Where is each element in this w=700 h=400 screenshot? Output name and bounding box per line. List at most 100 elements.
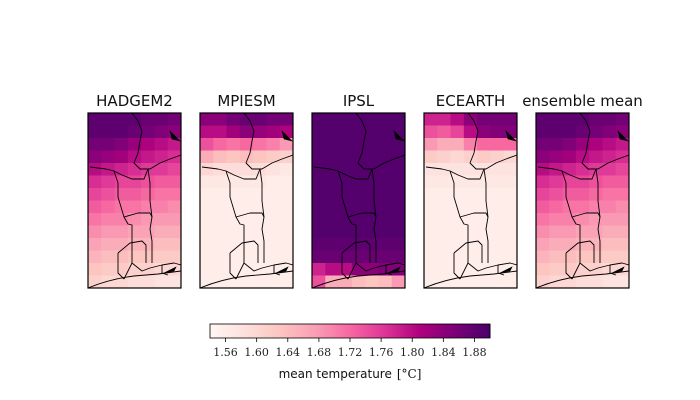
heatmap-cell — [115, 176, 129, 189]
heatmap-cell — [88, 213, 102, 226]
heatmap-cell — [365, 226, 379, 239]
heatmap-cell — [424, 113, 438, 126]
heatmap-cell — [589, 138, 603, 151]
heatmap-cell — [378, 138, 392, 151]
heatmap-cell — [563, 213, 577, 226]
heatmap-cell — [200, 263, 214, 276]
heatmap-cell — [424, 188, 438, 201]
heatmap-cell — [352, 201, 366, 214]
heatmap-cell — [490, 151, 504, 164]
heatmap-cell — [213, 188, 227, 201]
panel-title: ECEARTH — [436, 92, 505, 110]
heatmap-cell — [616, 188, 630, 201]
heatmap-cell — [424, 276, 438, 289]
heatmap-cell — [352, 176, 366, 189]
heatmap-cell — [213, 251, 227, 264]
heatmap-cell — [424, 263, 438, 276]
heatmap-cell — [451, 113, 465, 126]
heatmap-cell — [128, 163, 142, 176]
heatmap-cell — [88, 201, 102, 214]
heatmap-cell — [392, 238, 406, 251]
heatmap-cell — [88, 176, 102, 189]
heatmap-cell — [240, 126, 254, 139]
heatmap-cell — [168, 213, 182, 226]
heatmap-cell — [141, 238, 155, 251]
heatmap-cell — [128, 226, 142, 239]
heatmap-cell — [240, 276, 254, 289]
heatmap-cell — [437, 251, 451, 264]
heatmap-cell — [227, 113, 241, 126]
heatmap-cell — [616, 176, 630, 189]
heatmap-cell — [312, 126, 326, 139]
heatmap-cell — [549, 151, 563, 164]
heatmap-cell — [589, 226, 603, 239]
heatmap-cell — [536, 201, 550, 214]
heatmap-cell — [240, 176, 254, 189]
heatmap-cell — [227, 238, 241, 251]
heatmap-cell — [451, 201, 465, 214]
heatmap-cell — [576, 163, 590, 176]
heatmap-cell — [378, 251, 392, 264]
heatmap-cell — [240, 188, 254, 201]
heatmap-cell — [589, 276, 603, 289]
heatmap-cell — [589, 151, 603, 164]
heatmap-cell — [200, 276, 214, 289]
heatmap-cell — [168, 238, 182, 251]
heatmap-cell — [253, 113, 267, 126]
heatmap-cell — [339, 188, 353, 201]
heatmap-cell — [504, 251, 518, 264]
heatmap-cell — [101, 138, 115, 151]
heatmap-cell — [227, 138, 241, 151]
heatmap-cell — [200, 238, 214, 251]
heatmap-cell — [602, 213, 616, 226]
heatmap-cell — [101, 251, 115, 264]
heatmap-cell — [266, 138, 280, 151]
heatmap-cell — [451, 213, 465, 226]
heatmap-cell — [536, 226, 550, 239]
heatmap-cell — [602, 176, 616, 189]
heatmap-cell — [128, 238, 142, 251]
heatmap-cell — [115, 163, 129, 176]
heatmap-cell — [549, 138, 563, 151]
colorbar-tick-label: 1.60 — [244, 346, 269, 359]
heatmap-cell — [312, 138, 326, 151]
heatmap-cell — [378, 188, 392, 201]
heatmap-cell — [424, 163, 438, 176]
heatmap-cell — [200, 176, 214, 189]
heatmap-cell — [365, 238, 379, 251]
heatmap-cell — [352, 126, 366, 139]
heatmap-cell — [227, 201, 241, 214]
heatmap-cell — [536, 263, 550, 276]
heatmap-cell — [266, 276, 280, 289]
heatmap-cell — [576, 226, 590, 239]
heatmap-cell — [490, 226, 504, 239]
heatmap-cell — [477, 126, 491, 139]
heatmap-cell — [154, 251, 168, 264]
heatmap-cell — [253, 188, 267, 201]
heatmap-cell — [549, 251, 563, 264]
heatmap-cell — [464, 251, 478, 264]
heatmap-cell — [437, 188, 451, 201]
colorbar-tick-label: 1.72 — [338, 346, 363, 359]
heatmap-cell — [504, 213, 518, 226]
heatmap-cell — [549, 213, 563, 226]
heatmap-cell — [589, 113, 603, 126]
heatmap-cell — [128, 201, 142, 214]
heatmap-cell — [312, 238, 326, 251]
heatmap-cell — [128, 176, 142, 189]
colorbar-tick-label: 1.64 — [276, 346, 301, 359]
heatmap-cell — [312, 263, 326, 276]
heatmap-cell — [280, 238, 294, 251]
heatmap-cell — [563, 163, 577, 176]
heatmap-cell — [365, 213, 379, 226]
heatmap-cell — [88, 188, 102, 201]
heatmap-cell — [616, 276, 630, 289]
heatmap-cell — [576, 188, 590, 201]
heatmap-cell — [563, 113, 577, 126]
heatmap-cell — [280, 213, 294, 226]
heatmap-cell — [464, 276, 478, 289]
heatmap-cell — [253, 151, 267, 164]
heatmap-cell — [253, 251, 267, 264]
heatmap-cell — [392, 163, 406, 176]
heatmap-cell — [352, 188, 366, 201]
